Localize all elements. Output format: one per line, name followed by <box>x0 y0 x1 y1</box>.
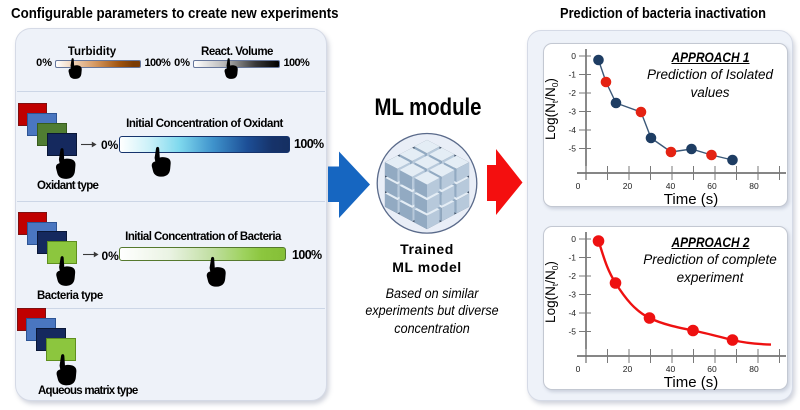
svg-text:0: 0 <box>571 234 576 244</box>
svg-text:-5: -5 <box>568 327 576 337</box>
svg-text:20: 20 <box>623 181 633 191</box>
svg-text:Time (s): Time (s) <box>664 374 718 390</box>
svg-text:-1: -1 <box>568 253 576 263</box>
svg-text:-1: -1 <box>568 70 576 80</box>
svg-text:-2: -2 <box>568 88 576 98</box>
svg-text:-2: -2 <box>568 271 576 281</box>
svg-text:-5: -5 <box>568 144 576 154</box>
svg-text:-3: -3 <box>568 290 576 300</box>
svg-text:0: 0 <box>576 364 581 374</box>
svg-text:-4: -4 <box>568 308 576 318</box>
svg-text:Log(Nt/N0): Log(Nt/N0) <box>543 261 560 323</box>
svg-text:60: 60 <box>707 181 717 191</box>
svg-text:40: 40 <box>666 181 676 191</box>
svg-text:Time (s): Time (s) <box>664 191 718 207</box>
svg-text:-4: -4 <box>568 125 576 135</box>
svg-text:0: 0 <box>576 181 581 191</box>
svg-text:60: 60 <box>707 364 717 374</box>
svg-text:80: 80 <box>749 364 759 374</box>
svg-text:40: 40 <box>666 364 676 374</box>
svg-text:Log(Nt/N0): Log(Nt/N0) <box>543 78 560 140</box>
svg-text:20: 20 <box>623 364 633 374</box>
svg-text:80: 80 <box>749 181 759 191</box>
svg-text:0: 0 <box>571 51 576 61</box>
svg-text:-3: -3 <box>568 107 576 117</box>
